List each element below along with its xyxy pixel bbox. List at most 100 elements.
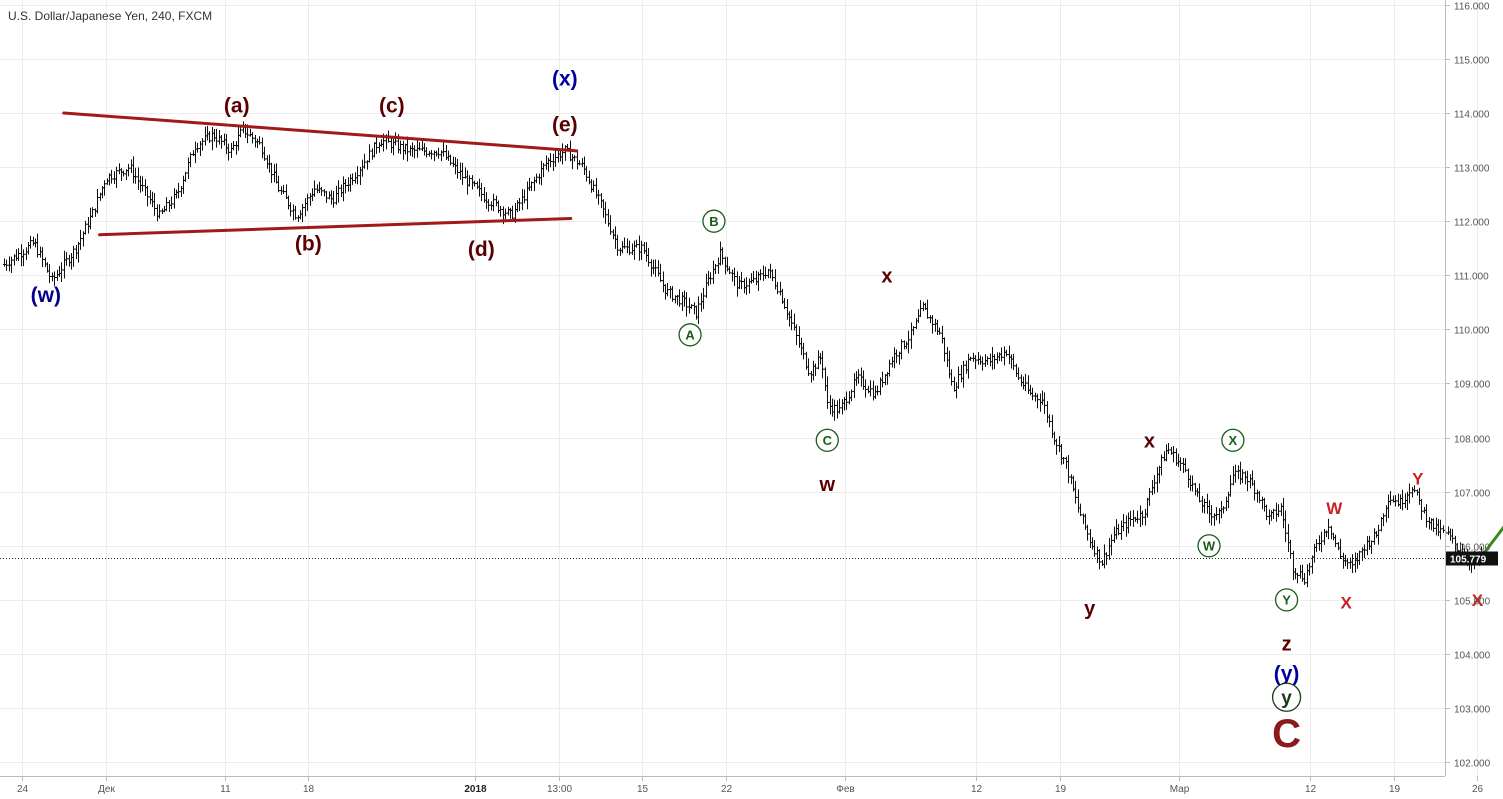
x-tick-label: Фев bbox=[836, 784, 854, 795]
ohlc-bar bbox=[678, 289, 681, 307]
ohlc-bar bbox=[1277, 504, 1280, 518]
ohlc-bar bbox=[919, 300, 922, 318]
ohlc-bar bbox=[208, 130, 211, 144]
ohlc-bar bbox=[764, 266, 767, 279]
ohlc-bar bbox=[158, 204, 161, 219]
wave-label-text: Y bbox=[1282, 593, 1291, 608]
x-tick-label: Дек bbox=[98, 784, 115, 795]
ohlc-bar bbox=[5, 259, 8, 271]
wave-label-circle bbox=[1271, 682, 1302, 712]
ohlc-bar bbox=[1153, 475, 1156, 494]
x-tick-label: 19 bbox=[1055, 784, 1067, 795]
ohlc-bar bbox=[740, 272, 743, 290]
ohlc-bar bbox=[251, 132, 254, 144]
price-axis[interactable]: 116.000 115.000 114.000 113.000 112.000 111.0… bbox=[1445, 2, 1491, 770]
ohlc-bar bbox=[850, 389, 853, 402]
ohlc-bar bbox=[1289, 539, 1292, 559]
ohlc-bar bbox=[1420, 499, 1423, 520]
ohlc-bar bbox=[604, 201, 607, 224]
ohlc-bar bbox=[1031, 387, 1034, 401]
wave-label-text: X bbox=[1229, 433, 1238, 448]
wave-label-text: w bbox=[818, 474, 835, 496]
triangle-lower-trendline[interactable] bbox=[98, 216, 573, 237]
ohlc-bar bbox=[65, 252, 68, 266]
ohlc-bar bbox=[876, 385, 879, 396]
ohlc-bar bbox=[1141, 510, 1144, 526]
ohlc-bar bbox=[573, 155, 576, 162]
ohlc-bar bbox=[1346, 558, 1349, 569]
ohlc-bar bbox=[1451, 528, 1454, 544]
ohlc-bar bbox=[1265, 504, 1268, 521]
ohlc-bar bbox=[523, 189, 526, 204]
y-tick-label: 110.000 bbox=[1454, 326, 1490, 337]
wave-label: (b) bbox=[295, 232, 322, 255]
wave-label: X bbox=[1472, 591, 1484, 610]
wave-label-circle bbox=[1197, 534, 1221, 558]
ohlc-bar bbox=[647, 247, 650, 267]
ohlc-bar bbox=[480, 182, 483, 202]
ohlc-bar bbox=[869, 380, 872, 397]
ohlc-bar bbox=[399, 140, 402, 155]
ohlc-bar bbox=[1408, 483, 1411, 504]
ohlc-bar bbox=[17, 248, 20, 261]
ohlc-bar bbox=[282, 184, 285, 194]
ohlc-bar bbox=[845, 391, 848, 410]
ohlc-bar bbox=[363, 153, 366, 169]
ohlc-bar bbox=[1377, 524, 1380, 545]
ohlc-bar bbox=[1062, 456, 1065, 465]
ohlc-bar bbox=[84, 220, 87, 235]
ohlc-bar bbox=[41, 247, 44, 268]
ohlc-bar bbox=[1439, 519, 1442, 540]
ohlc-bar bbox=[437, 147, 440, 159]
time-axis[interactable]: 24 Дек 11 18 2018 13:00 15 22 Фев 12 19 Мар 12 19 26 bbox=[17, 776, 1484, 795]
ohlc-bar bbox=[974, 355, 977, 370]
ohlc-bar bbox=[1222, 506, 1225, 514]
ohlc-bar bbox=[1327, 518, 1330, 540]
wave-label-circle bbox=[678, 323, 702, 347]
ohlc-bar bbox=[153, 192, 156, 216]
ohlc-bar bbox=[1425, 504, 1428, 528]
ohlc-bar bbox=[1000, 347, 1003, 362]
triangle-upper-trendline[interactable] bbox=[62, 111, 579, 153]
ohlc-bar bbox=[1413, 485, 1416, 493]
ohlc-bar bbox=[790, 309, 793, 331]
ohlc-bar bbox=[263, 146, 266, 161]
ohlc-bar bbox=[1389, 490, 1392, 506]
wave-label: (x) bbox=[552, 67, 578, 90]
ohlc-bar bbox=[277, 175, 280, 193]
wave-label-text: (d) bbox=[468, 238, 495, 261]
projection-line[interactable] bbox=[1481, 475, 1503, 556]
ohlc-bar bbox=[418, 142, 421, 151]
wave-label-text: (a) bbox=[224, 94, 250, 117]
x-tick-label: 15 bbox=[637, 784, 649, 795]
ohlc-bar bbox=[733, 267, 736, 287]
x-tick-label: Мар bbox=[1170, 784, 1190, 795]
ohlc-bar bbox=[943, 337, 946, 362]
ohlc-bar bbox=[1370, 540, 1373, 554]
ohlc-bar bbox=[1358, 550, 1361, 566]
wave-label: (d) bbox=[468, 238, 495, 261]
wave-label: z bbox=[1282, 633, 1292, 655]
ohlc-bar bbox=[888, 359, 891, 377]
ohlc-bar bbox=[60, 262, 63, 283]
ohlc-bar bbox=[1203, 498, 1206, 514]
wave-label-text: x bbox=[881, 265, 892, 287]
wave-label-text: W bbox=[1203, 538, 1216, 553]
ohlc-bar bbox=[406, 136, 409, 162]
ohlc-bar bbox=[1117, 523, 1120, 536]
ohlc-bar bbox=[220, 134, 223, 149]
ohlc-bar bbox=[36, 233, 39, 258]
ohlc-bar bbox=[759, 269, 762, 281]
ohlc-bar bbox=[1351, 554, 1354, 574]
ohlc-bar bbox=[671, 286, 674, 302]
ohlc-bar bbox=[623, 237, 626, 249]
ohlc-bar bbox=[1048, 414, 1051, 428]
ohlc-bar bbox=[461, 162, 464, 185]
ohlc-bar bbox=[356, 166, 359, 185]
ohlc-bar bbox=[802, 342, 805, 360]
ohlc-bar bbox=[449, 154, 452, 166]
ohlc-bar bbox=[745, 277, 748, 296]
ohlc-bar bbox=[1036, 393, 1039, 409]
